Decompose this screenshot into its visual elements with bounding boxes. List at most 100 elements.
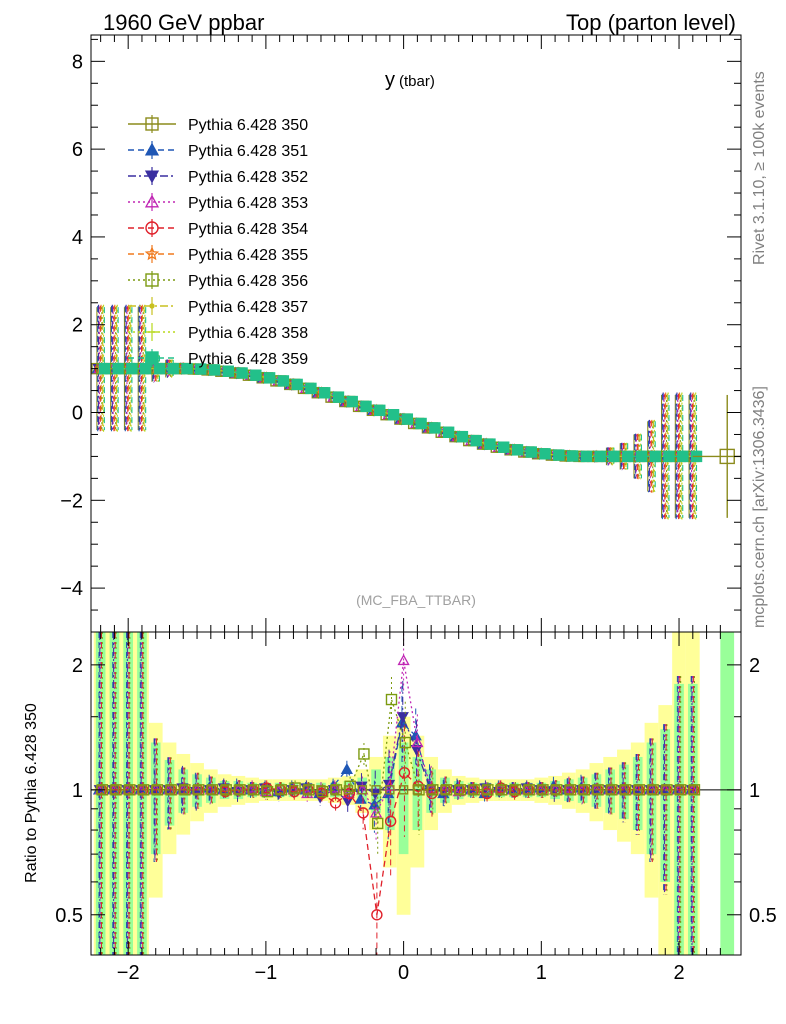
legend-entry: Pythia 6.428 357 <box>128 297 308 316</box>
main-ytick-label: 4 <box>72 227 83 249</box>
main-point <box>594 450 606 463</box>
ratio-reference-point <box>467 785 478 795</box>
legend-marker <box>149 303 155 309</box>
ratio-reference-point <box>619 785 629 795</box>
ratio-reference-point <box>536 785 547 795</box>
ratio-reference-point <box>123 785 133 795</box>
main-point <box>663 450 675 463</box>
main-point <box>456 430 469 443</box>
legend: Pythia 6.428 350 Pythia 6.428 351 Pythia 6… <box>128 115 308 368</box>
ratio-reference-point <box>453 785 464 795</box>
ratio-band-green <box>150 742 161 855</box>
ratio-reference-point <box>412 785 423 795</box>
ratio-reference-point <box>164 785 175 795</box>
ratio-x-axis: −2 −1 0 1 2 <box>100 632 721 984</box>
legend-entry: Pythia 6.428 355 <box>128 245 308 264</box>
ratio-band-green <box>687 683 698 955</box>
ratio-ytick-label: 1 <box>72 780 83 802</box>
main-point <box>511 444 524 456</box>
main-point <box>374 404 386 417</box>
ratio-reference-point <box>633 785 643 795</box>
ratio-reference-point <box>398 785 409 795</box>
legend-entry: Pythia 6.428 358 <box>128 323 308 342</box>
main-point <box>442 426 455 438</box>
ratio-reference-point <box>495 785 505 795</box>
ratio-reference-point <box>137 785 147 795</box>
legend-marker <box>145 273 159 287</box>
ratio-point <box>246 781 259 793</box>
ratio-reference-point <box>330 785 340 795</box>
main-ytick-label: 6 <box>72 139 83 161</box>
ratio-reference-point <box>481 785 491 795</box>
main-series-line <box>104 367 697 458</box>
header-right: Top (parton level) <box>566 10 736 35</box>
main-panel: 8 6 4 2 0 −2 −4 y (tbar) (MC_FBA_TTBAR) Pythia … <box>60 34 742 633</box>
main-point <box>236 367 248 379</box>
ratio-series-line <box>99 721 692 806</box>
ratio-xtick-label: 2 <box>673 962 684 984</box>
main-point <box>250 369 262 381</box>
ratio-reference-point <box>316 785 326 795</box>
main-point <box>346 395 358 408</box>
ratio-point <box>371 909 383 921</box>
ratio-y-axis: 0.5 0.5 1 1 2 2 <box>55 655 777 927</box>
main-point <box>484 438 496 450</box>
main-point <box>608 450 620 463</box>
main-point <box>429 422 441 434</box>
main-point <box>498 441 510 453</box>
ratio-reference-point <box>660 785 670 795</box>
main-title-var: y <box>385 69 395 91</box>
main-point <box>305 382 317 395</box>
ratio-reference-point <box>233 785 244 795</box>
main-ytick-label: −4 <box>60 578 83 600</box>
main-point <box>208 364 221 376</box>
mcplots-label: mcplots.cern.ch [arXiv:1306.3436] <box>751 386 768 628</box>
legend-entry: Pythia 6.428 351 <box>128 141 308 160</box>
ratio-reference-point <box>591 785 602 795</box>
main-point <box>112 362 124 375</box>
ratio-point <box>384 815 397 827</box>
ratio-panel: 0.5 0.5 1 1 2 2 −2 −1 0 1 2 Ratio to Pythia 6.428… <box>23 631 777 984</box>
ratio-point <box>329 797 342 809</box>
main-point <box>387 409 400 421</box>
ratio-reference-point <box>219 785 230 795</box>
main-point <box>263 372 276 384</box>
legend-label: Pythia 6.428 353 <box>188 195 308 212</box>
main-point <box>525 446 537 458</box>
main-point <box>580 450 593 463</box>
ratio-point <box>410 744 423 756</box>
legend-label: Pythia 6.428 356 <box>188 273 308 290</box>
main-point <box>167 362 179 375</box>
ratio-band-green <box>398 742 409 855</box>
ratio-reference-point <box>550 785 560 795</box>
ratio-reference-point <box>247 785 257 795</box>
legend-label: Pythia 6.428 350 <box>188 117 308 134</box>
main-x-ticks <box>100 35 721 632</box>
ratio-reference-point <box>426 785 436 795</box>
ratio-band-green <box>646 742 657 855</box>
ratio-reference-point <box>206 785 216 795</box>
legend-label: Pythia 6.428 351 <box>188 143 308 160</box>
legend-entry: Pythia 6.428 350 <box>128 115 308 134</box>
ratio-reference-point <box>577 785 588 795</box>
ratio-reference-point <box>674 785 684 795</box>
main-title: y (tbar) <box>385 69 435 91</box>
main-point <box>126 362 138 375</box>
legend-label: Pythia 6.428 359 <box>188 351 308 368</box>
main-point <box>277 375 290 387</box>
legend-label: Pythia 6.428 354 <box>188 221 308 238</box>
ratio-point <box>411 736 424 748</box>
ratio-reference-series <box>95 785 698 795</box>
ratio-reference-point <box>646 785 657 795</box>
legend-entry: Pythia 6.428 353 <box>128 193 308 212</box>
legend-entry: Pythia 6.428 352 <box>128 167 308 186</box>
ratio-band-green-last <box>720 632 735 955</box>
legend-marker <box>145 351 159 365</box>
main-ytick-label: 0 <box>72 403 83 425</box>
legend-marker <box>145 117 159 131</box>
ratio-reference-point <box>288 785 299 795</box>
ratio-series-line <box>100 660 693 815</box>
ratio-ylabel: Ratio to Pythia 6.428 350 <box>23 703 40 883</box>
ratio-reference-point <box>192 785 202 795</box>
